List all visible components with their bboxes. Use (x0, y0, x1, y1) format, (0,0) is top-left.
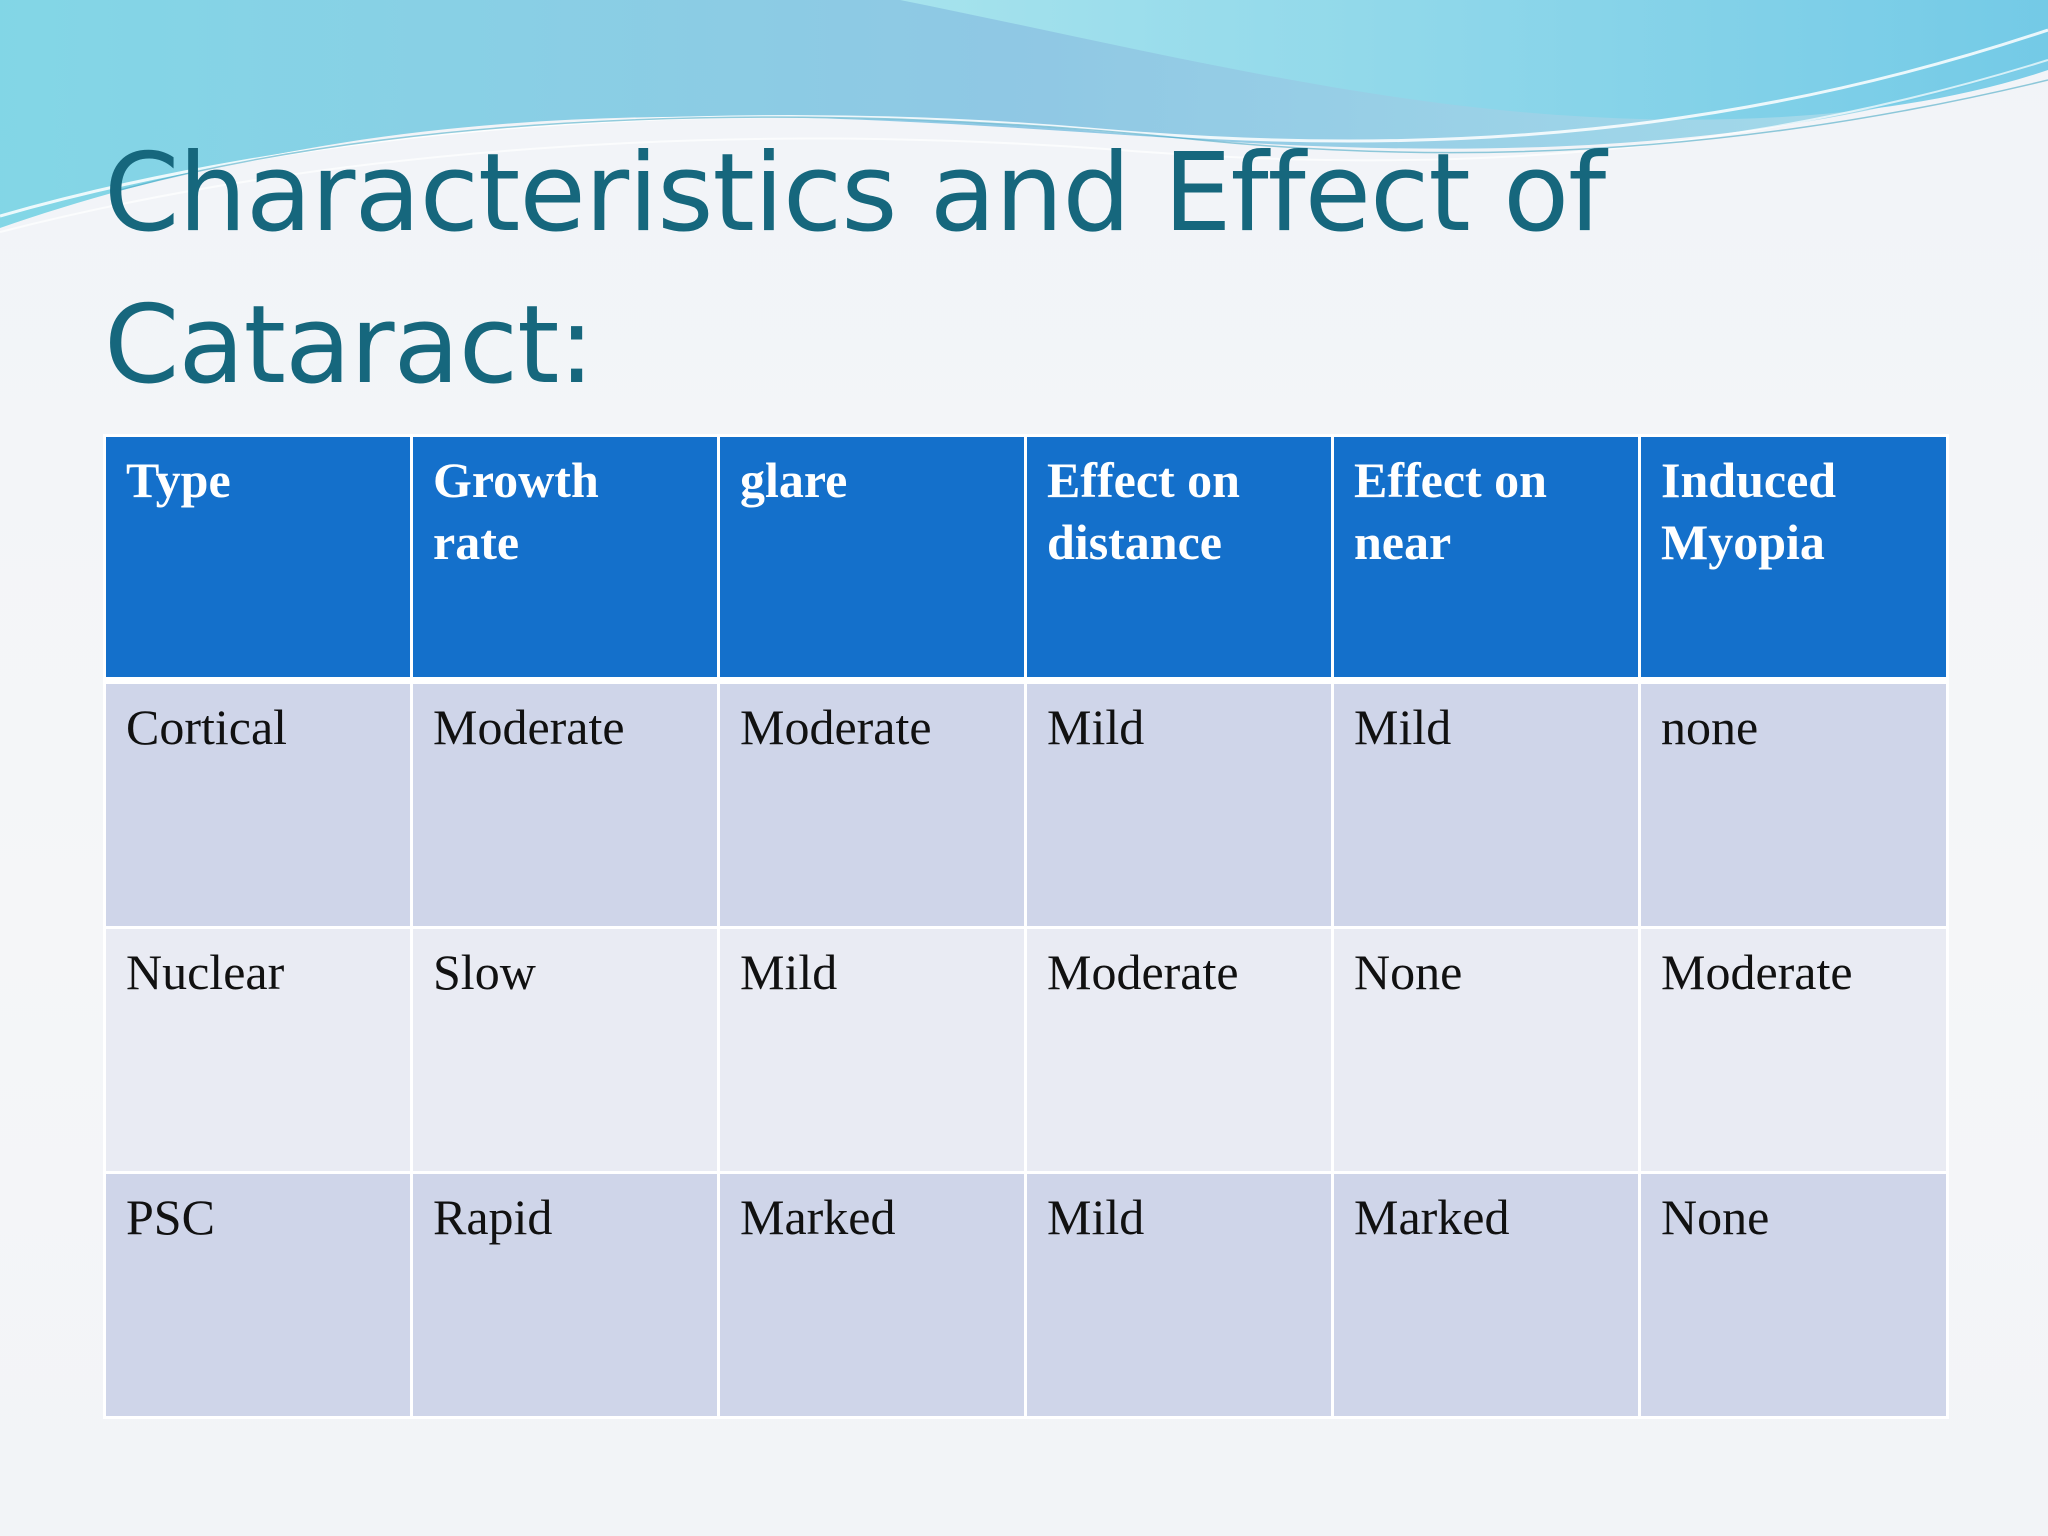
table-cell: Moderate (1638, 926, 1949, 1174)
table-cell: None (1638, 1171, 1949, 1419)
table-cell: PSC (103, 1171, 413, 1419)
slide-title: Characteristics and Effect of Cataract: (104, 131, 1606, 408)
header-cell-induced-myopia: Induced Myopia (1638, 434, 1949, 684)
table-cell: Mild (717, 926, 1027, 1174)
header-cell-effect-on-distance: Effect on distance (1024, 434, 1334, 684)
table-cell: Slow (410, 926, 720, 1174)
header-row: Type Growth rate glare Effect on distanc… (103, 434, 1949, 684)
table-row: Nuclear Slow Mild Moderate None Moderate (103, 926, 1949, 1174)
table-cell: Rapid (410, 1171, 720, 1419)
table-cell: Mild (1024, 679, 1334, 929)
table-row: PSC Rapid Marked Mild Marked None (103, 1171, 1949, 1419)
table-cell: Moderate (1024, 926, 1334, 1174)
cataract-table: Type Growth rate glare Effect on distanc… (103, 434, 1949, 1419)
wave-decoration (0, 0, 2048, 233)
table-row: Cortical Moderate Moderate Mild Mild non… (103, 679, 1949, 929)
table-cell: Moderate (410, 679, 720, 929)
table-cell: Nuclear (103, 926, 413, 1174)
table-cell: Marked (717, 1171, 1027, 1419)
header-cell-type: Type (103, 434, 413, 684)
table-cell: Cortical (103, 679, 413, 929)
table-cell: Moderate (717, 679, 1027, 929)
table-cell: Mild (1024, 1171, 1334, 1419)
table-cell: None (1331, 926, 1641, 1174)
header-cell-glare: glare (717, 434, 1027, 684)
header-cell-growth-rate: Growth rate (410, 434, 720, 684)
table-cell: none (1638, 679, 1949, 929)
table-cell: Mild (1331, 679, 1641, 929)
table-cell: Marked (1331, 1171, 1641, 1419)
header-cell-effect-on-near: Effect on near (1331, 434, 1641, 684)
